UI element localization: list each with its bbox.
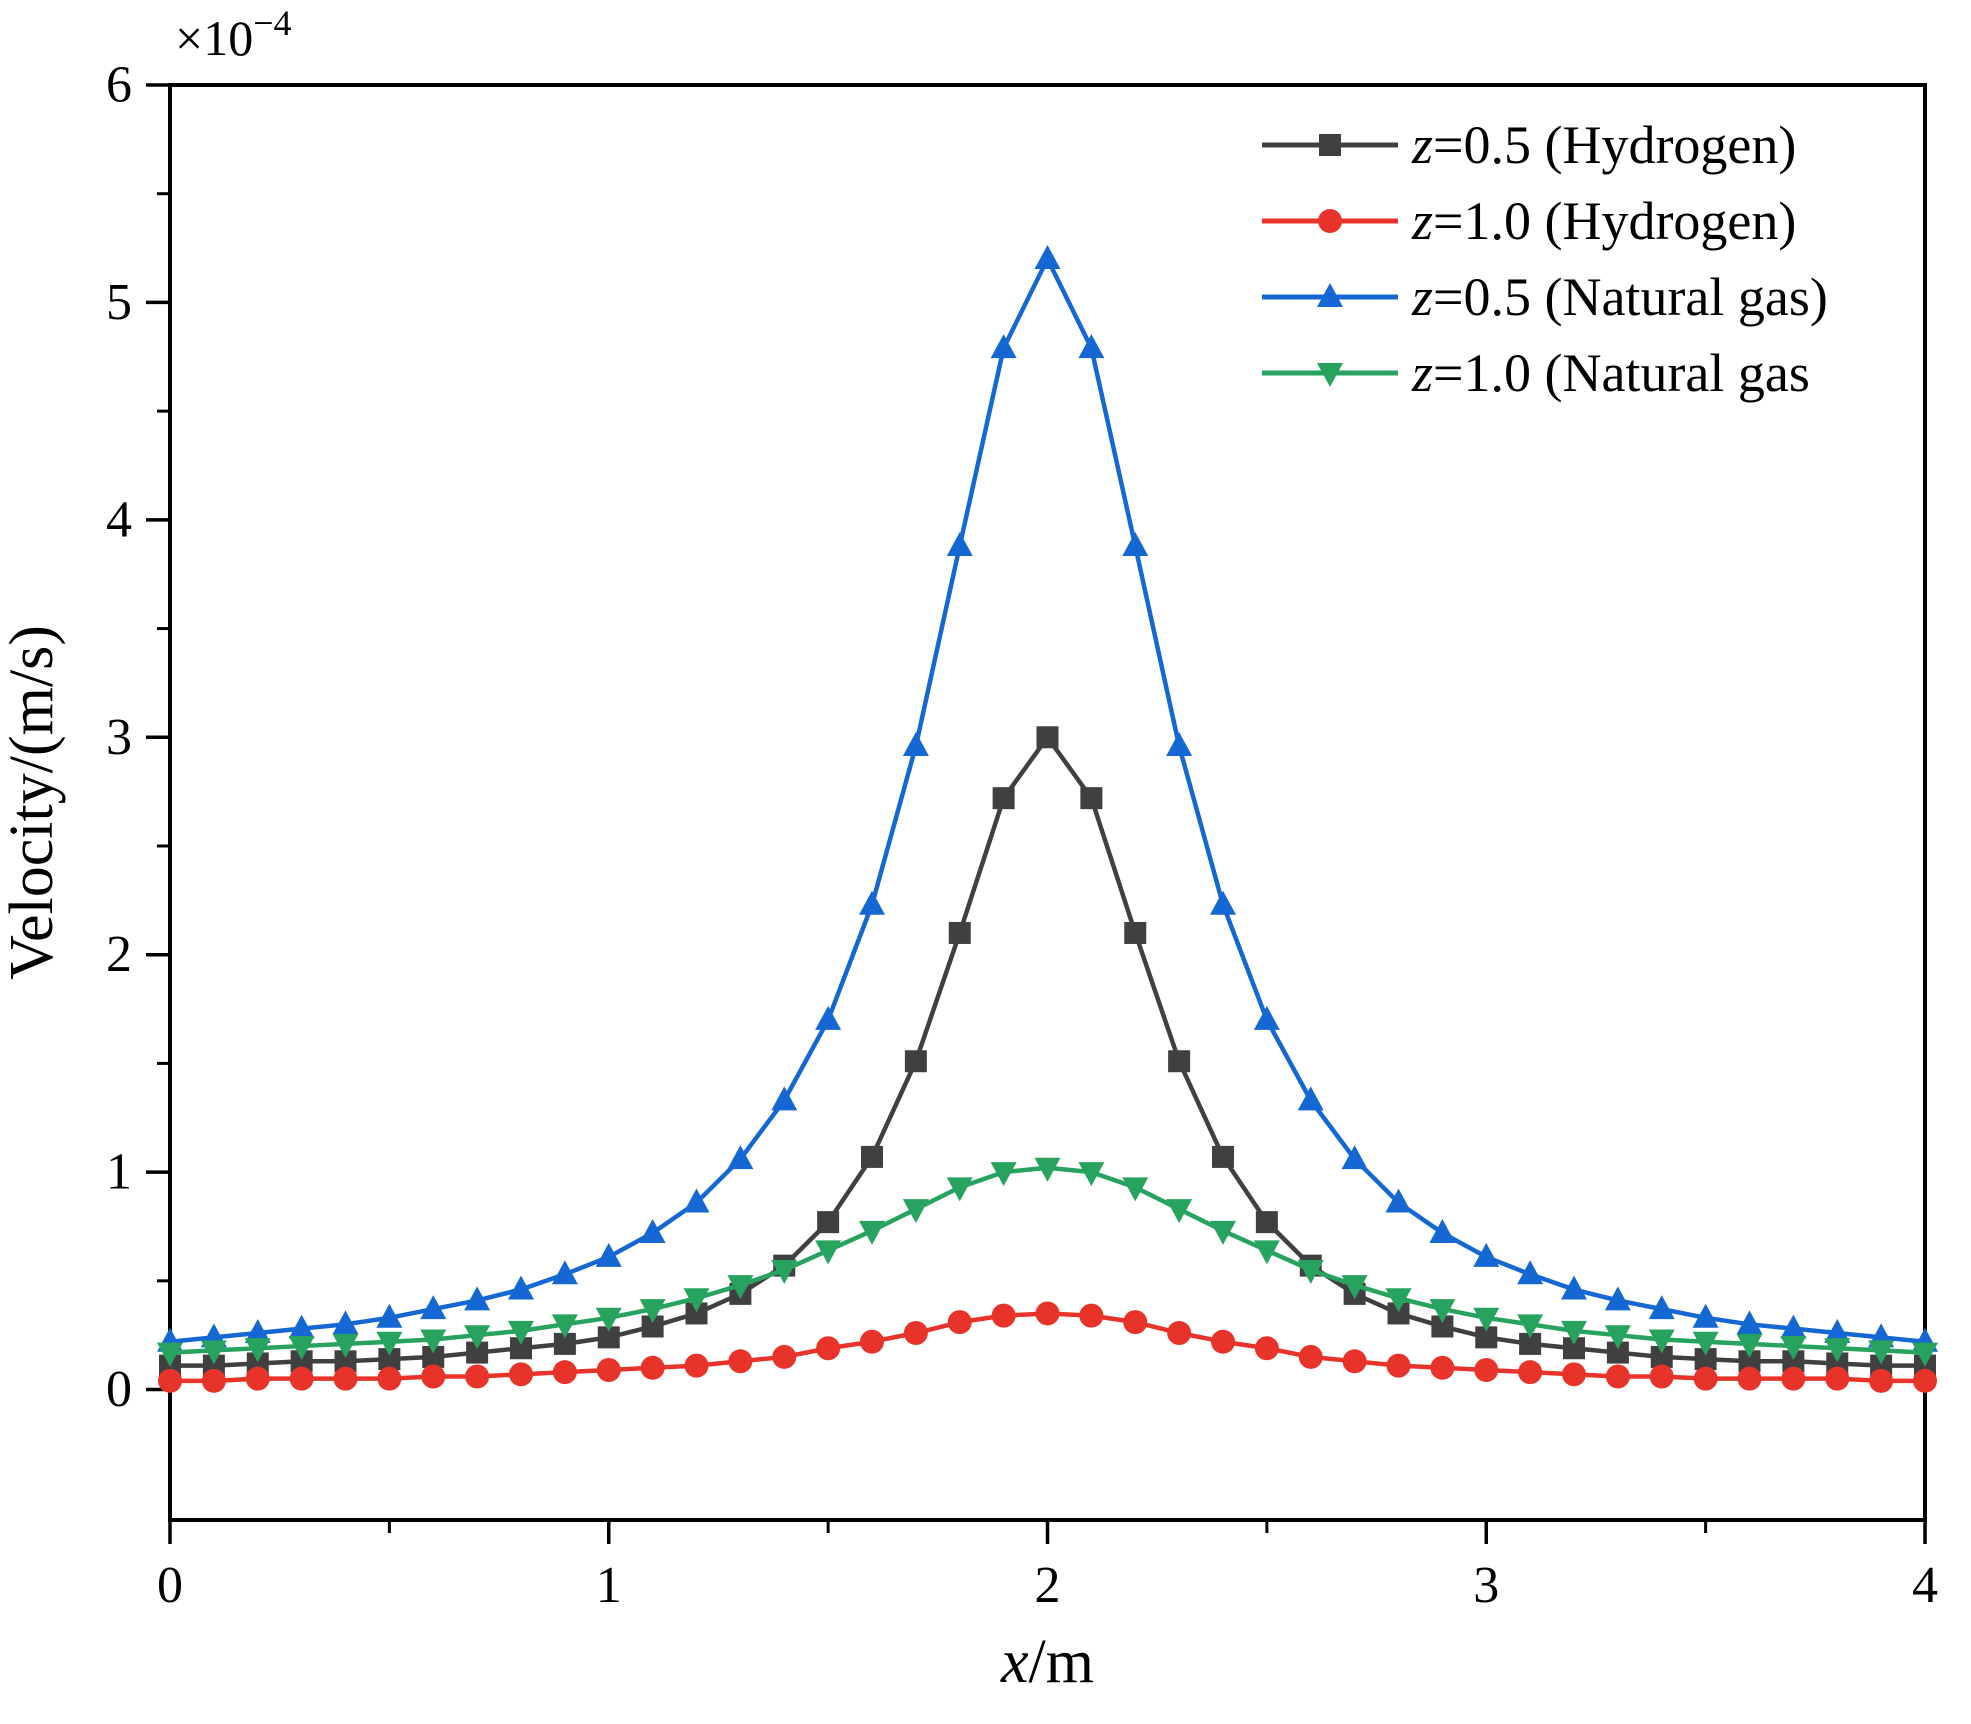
legend-label: z=0.5 (Natural gas) xyxy=(1411,267,1828,327)
x-axis-title: x/m xyxy=(1000,1628,1094,1696)
y-tick-label: 6 xyxy=(106,57,132,114)
series-circle xyxy=(158,1301,1937,1393)
y-tick-label: 1 xyxy=(106,1144,132,1201)
legend-label: z=0.5 (Hydrogen) xyxy=(1411,115,1796,175)
y-tick-label: 2 xyxy=(106,926,132,983)
y-tick-label: 5 xyxy=(106,274,132,331)
x-tick-label: 4 xyxy=(1912,1557,1938,1614)
legend-item: z=1.0 (Natural gas xyxy=(1262,343,1810,403)
x-tick-label: 2 xyxy=(1035,1557,1061,1614)
series-triangle-up xyxy=(157,244,1938,1352)
x-tick-label: 3 xyxy=(1473,1557,1499,1614)
series-square xyxy=(159,726,1936,1377)
legend-item: z=0.5 (Natural gas) xyxy=(1262,267,1828,327)
y-axis: 0 1 2 3 4 5 6 xyxy=(106,57,170,1418)
y-axis-title: Velocity/(m/s) xyxy=(0,625,66,980)
legend: z=0.5 (Hydrogen) z=1.0 (Hydrogen) z=0.5 (N… xyxy=(1262,115,1828,403)
legend-label: z=1.0 (Natural gas xyxy=(1411,343,1810,403)
x-tick-label: 0 xyxy=(157,1557,183,1614)
series-triangle-down xyxy=(157,1157,1938,1367)
y-tick-label: 3 xyxy=(106,709,132,766)
y-tick-label: 4 xyxy=(106,491,132,548)
legend-item: z=0.5 (Hydrogen) xyxy=(1262,115,1796,175)
legend-label: z=1.0 (Hydrogen) xyxy=(1411,191,1796,251)
x-axis: 0 1 2 3 4 xyxy=(157,1520,1938,1614)
y-tick-label: 0 xyxy=(106,1361,132,1418)
legend-item: z=1.0 (Hydrogen) xyxy=(1262,191,1796,251)
y-axis-offset-label: ×10−4 xyxy=(175,3,292,66)
x-tick-label: 1 xyxy=(596,1557,622,1614)
